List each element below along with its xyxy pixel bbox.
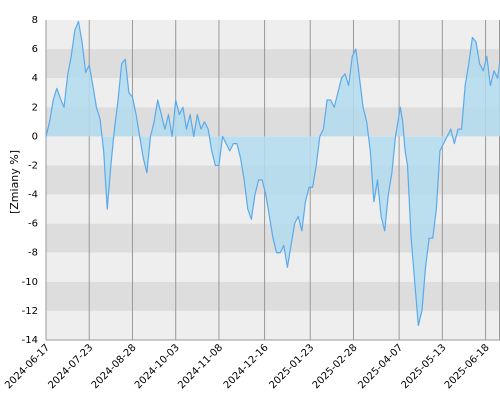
series-line (45, 20, 500, 327)
x-tick-label: 2024-07-23 (46, 342, 95, 391)
x-tick-label: 2024-11-08 (176, 342, 225, 391)
grid-band (46, 78, 500, 108)
x-tick-label: 2025-04-07 (356, 342, 405, 391)
y-tick-label: -10 (22, 277, 38, 288)
x-tick-label: 2024-08-28 (90, 342, 139, 391)
x-tick-label: 2025-02-28 (311, 342, 360, 391)
y-tick-label: 6 (32, 44, 38, 55)
x-tick-label: 2025-06-18 (443, 342, 492, 391)
x-tick-label: 2024-06-17 (3, 342, 52, 391)
y-tick-label: -2 (28, 160, 38, 171)
y-axis-title: [Zmiany %] (8, 150, 21, 214)
y-tick-label: -14 (22, 335, 38, 346)
y-tick-label: -8 (28, 248, 38, 259)
grid-band (46, 20, 500, 50)
series-area (46, 21, 500, 326)
data-series (45, 20, 500, 327)
x-tick-label: 2024-12-16 (222, 342, 271, 391)
grid-band (46, 281, 500, 311)
grid-band (46, 310, 500, 340)
y-tick-label: 0 (32, 131, 38, 142)
y-tick-label: -4 (28, 190, 38, 201)
y-tick-label: -6 (28, 219, 38, 230)
grid-band (46, 252, 500, 282)
grid-band (46, 49, 500, 79)
x-tick-label: 2025-01-23 (267, 342, 316, 391)
y-axis: 8 6 4 2 0 -2 -4 -6 -8 -10 -12 -14 (22, 15, 38, 346)
x-axis: 2024-06-172024-07-232024-08-282024-10-03… (3, 342, 491, 391)
y-tick-label: 4 (32, 73, 38, 84)
y-tick-label: -12 (22, 306, 38, 317)
y-tick-label: 8 (32, 15, 38, 26)
y-tick-label: 2 (32, 102, 38, 113)
x-tick-label: 2024-10-03 (133, 342, 182, 391)
x-tick-label: 2025-05-13 (400, 342, 449, 391)
